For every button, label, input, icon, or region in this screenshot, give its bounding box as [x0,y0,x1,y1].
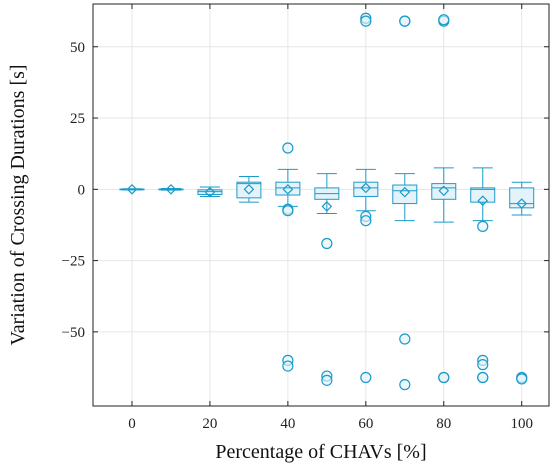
outlier-point [477,220,489,232]
x-tick-label: 60 [358,416,373,432]
y-tick-label: 50 [70,40,85,56]
outlier-point [282,360,294,372]
x-tick-label: 40 [280,416,295,432]
interquartile-box [236,181,262,199]
outlier-point [360,215,372,227]
x-tick-label: 0 [128,416,136,432]
mean-marker [204,186,216,198]
outlier-point [399,15,411,27]
mean-marker [165,183,177,195]
x-tick-label: 80 [436,416,451,432]
x-tick-label: 100 [510,416,533,432]
mean-marker [399,186,411,198]
mean-marker [321,201,333,212]
outlier-point [360,15,372,27]
outlier-point [477,371,489,384]
interquartile-box [353,181,379,197]
outlier-point [282,205,294,217]
interquartile-box [392,184,418,205]
outlier-point [399,333,411,345]
y-tick-label: −50 [62,325,85,341]
outlier-point [282,142,294,154]
outlier-point [438,371,450,384]
axis-ticks: 0 20 40 60 80 100 −50 −25 0 25 50 [62,4,549,432]
x-tick-label: 20 [202,416,217,432]
box-10 [158,183,184,195]
y-tick-label: 25 [70,111,85,127]
box-100 [509,181,535,385]
interquartile-box [470,187,496,203]
outlier-point [438,14,450,26]
y-tick-label: 0 [78,182,86,198]
box-50 [314,173,340,386]
box-series [119,12,535,391]
interquartile-box [509,187,535,209]
outlier-point [516,373,528,385]
y-axis-label: Variation of Crossing Durations [s] [7,64,29,345]
interquartile-box [197,189,223,195]
box-20 [197,186,223,198]
box-90 [470,167,496,384]
mean-marker [477,195,489,207]
box-70 [392,15,418,391]
mean-marker [516,198,528,209]
outlier-point [321,374,333,386]
mean-marker [243,183,255,195]
mean-marker [360,182,372,194]
mean-marker [438,185,450,197]
y-tick-label: −25 [62,254,85,270]
box-80 [431,14,457,384]
outlier-point [321,237,333,250]
box-30 [236,175,262,203]
outlier-point [360,371,372,384]
interquartile-box [275,181,301,196]
grid-lines [93,4,549,406]
outlier-point [477,359,489,371]
box-60 [353,12,379,384]
mean-marker [282,183,294,195]
outlier-point [399,379,411,391]
x-axis-label: Percentage of CHAVs [%] [215,441,426,463]
box-40 [275,142,301,372]
plot-area-frame [92,3,550,407]
box-0 [119,183,145,195]
mean-marker [126,183,138,195]
